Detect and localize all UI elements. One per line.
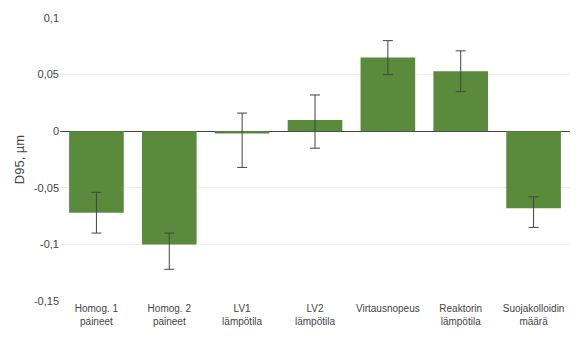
svg-text:Virtausnopeus: Virtausnopeus (356, 303, 420, 314)
svg-text:0: 0 (53, 125, 59, 137)
svg-text:LV2lämpötila: LV2lämpötila (295, 303, 335, 327)
svg-text:Homog. 1paineet: Homog. 1paineet (75, 303, 119, 327)
svg-text:-0,1: -0,1 (40, 238, 59, 250)
svg-text:Homog. 2paineet: Homog. 2paineet (148, 303, 192, 327)
svg-text:Reaktorinlämpötila: Reaktorinlämpötila (439, 303, 482, 327)
svg-text:LV1lämpötila: LV1lämpötila (222, 303, 262, 327)
svg-text:0,05: 0,05 (38, 68, 59, 80)
svg-text:0,1: 0,1 (44, 12, 59, 24)
svg-text:D95, µm: D95, µm (12, 135, 27, 184)
svg-text:Suojakolloidinmäärä: Suojakolloidinmäärä (503, 303, 565, 327)
svg-text:-0,15: -0,15 (34, 295, 59, 307)
svg-text:-0,05: -0,05 (34, 182, 59, 194)
